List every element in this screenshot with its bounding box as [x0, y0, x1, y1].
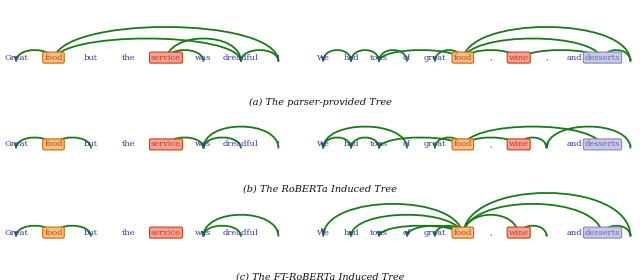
- Text: ,: ,: [490, 140, 492, 148]
- Text: tons: tons: [370, 140, 388, 148]
- Text: service: service: [151, 140, 181, 148]
- Text: !: !: [276, 228, 280, 237]
- Text: (b) The RoBERTa Induced Tree: (b) The RoBERTa Induced Tree: [243, 185, 397, 194]
- Text: had: had: [343, 228, 359, 237]
- Text: food: food: [454, 53, 472, 62]
- Text: !: !: [276, 53, 280, 62]
- Text: great: great: [424, 228, 446, 237]
- Text: desserts: desserts: [585, 228, 620, 237]
- Text: desserts: desserts: [585, 140, 620, 148]
- Text: the: the: [122, 53, 135, 62]
- Text: dreadful: dreadful: [223, 140, 259, 148]
- Text: great: great: [424, 140, 446, 148]
- Text: and: and: [567, 53, 582, 62]
- Text: .: .: [629, 140, 632, 148]
- Text: great: great: [424, 53, 446, 62]
- Text: We: We: [317, 53, 330, 62]
- Text: wine: wine: [509, 228, 529, 237]
- Text: but: but: [84, 53, 98, 62]
- Text: wine: wine: [509, 140, 529, 148]
- Text: service: service: [151, 228, 181, 237]
- Text: was: was: [195, 140, 212, 148]
- Text: ,: ,: [545, 140, 548, 148]
- Text: food: food: [454, 228, 472, 237]
- Text: was: was: [195, 228, 212, 237]
- Text: and: and: [567, 140, 582, 148]
- Text: desserts: desserts: [585, 53, 620, 62]
- Text: ,: ,: [545, 228, 548, 237]
- Text: the: the: [122, 140, 135, 148]
- Text: of: of: [403, 228, 411, 237]
- Text: Great: Great: [4, 228, 28, 237]
- Text: but: but: [84, 228, 98, 237]
- Text: .: .: [629, 53, 632, 62]
- Text: had: had: [343, 53, 359, 62]
- Text: food: food: [44, 228, 63, 237]
- Text: Great: Great: [4, 53, 28, 62]
- Text: dreadful: dreadful: [223, 53, 259, 62]
- Text: tons: tons: [370, 53, 388, 62]
- Text: !: !: [276, 140, 280, 148]
- Text: wine: wine: [509, 53, 529, 62]
- Text: service: service: [151, 53, 181, 62]
- Text: dreadful: dreadful: [223, 228, 259, 237]
- Text: We: We: [317, 140, 330, 148]
- Text: food: food: [44, 140, 63, 148]
- Text: of: of: [403, 140, 411, 148]
- Text: .: .: [629, 228, 632, 237]
- Text: food: food: [454, 140, 472, 148]
- Text: the: the: [122, 228, 135, 237]
- Text: food: food: [44, 53, 63, 62]
- Text: and: and: [567, 228, 582, 237]
- Text: We: We: [317, 228, 330, 237]
- Text: ,: ,: [490, 53, 492, 62]
- Text: was: was: [195, 53, 212, 62]
- Text: (c) The FT-RoBERTa Induced Tree: (c) The FT-RoBERTa Induced Tree: [236, 273, 404, 280]
- Text: had: had: [343, 140, 359, 148]
- Text: of: of: [403, 53, 411, 62]
- Text: tons: tons: [370, 228, 388, 237]
- Text: ,: ,: [545, 53, 548, 62]
- Text: Great: Great: [4, 140, 28, 148]
- Text: (a) The parser-provided Tree: (a) The parser-provided Tree: [248, 98, 392, 107]
- Text: but: but: [84, 140, 98, 148]
- Text: ,: ,: [490, 228, 492, 237]
